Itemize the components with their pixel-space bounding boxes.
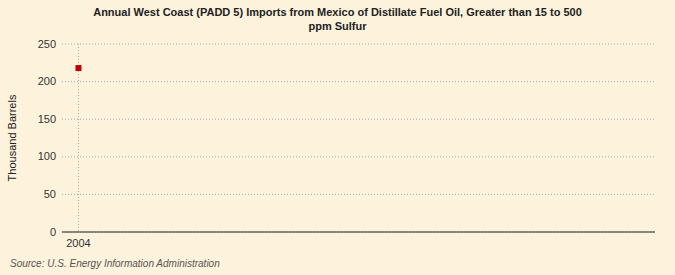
y-tick-label: 150 — [38, 113, 56, 125]
y-tick-label: 200 — [38, 75, 56, 87]
y-tick-label: 250 — [38, 38, 56, 50]
point — [75, 65, 81, 71]
y-axis-label: Thousand Barrels — [6, 94, 18, 181]
y-grid-line — [62, 232, 655, 233]
y-tick-label: 100 — [38, 150, 56, 162]
y-grid-line — [62, 44, 655, 45]
y-tick-label: 0 — [50, 226, 56, 238]
grid — [62, 44, 655, 232]
chart: Annual West Coast (PADD 5) Imports from … — [0, 0, 675, 275]
x-tick-label: 2004 — [66, 237, 90, 249]
y-grid-line — [62, 156, 655, 157]
title: Annual West Coast (PADD 5) Imports from … — [93, 6, 582, 32]
y-tick-label: 50 — [44, 188, 56, 200]
y-grid-line — [62, 119, 655, 120]
y-grid-line — [62, 81, 655, 82]
x-grid-line — [78, 44, 79, 232]
y-grid-line — [62, 194, 655, 195]
marks — [75, 65, 81, 71]
x-axis-line — [62, 231, 655, 232]
title-line: ppm Sulfur — [308, 20, 367, 32]
source: Source: U.S. Energy Information Administ… — [10, 258, 220, 269]
title-line: Annual West Coast (PADD 5) Imports from … — [93, 6, 582, 18]
